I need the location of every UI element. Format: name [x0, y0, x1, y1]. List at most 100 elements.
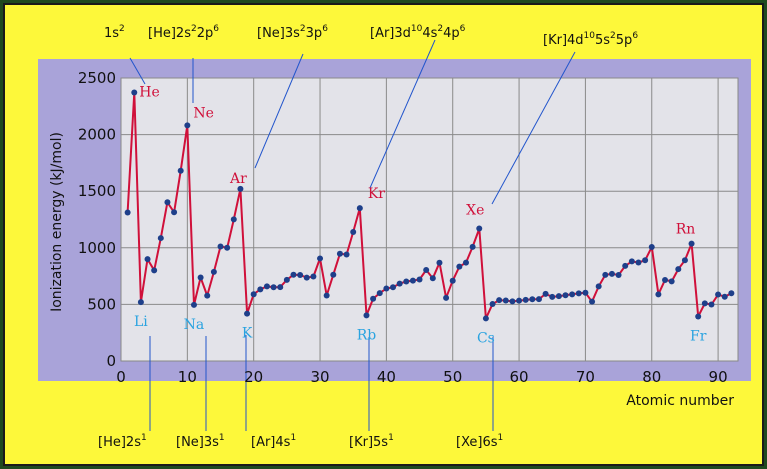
element-label-ne: Ne — [193, 105, 214, 121]
element-label-k: K — [242, 326, 253, 342]
data-point — [137, 299, 144, 306]
config-leader-line — [491, 51, 576, 205]
config-superscript: 2 — [300, 24, 306, 34]
element-label-cs: Cs — [477, 330, 495, 346]
data-point — [489, 301, 496, 308]
data-point — [277, 284, 284, 291]
data-point — [151, 267, 158, 274]
config-text: [Kr]4d — [543, 33, 584, 48]
y-tick-label: 1000 — [78, 239, 116, 257]
config-text: [He]2s — [148, 26, 191, 41]
data-point — [595, 283, 602, 290]
config-superscript: 10 — [411, 24, 423, 34]
bottom-config-label: [Xe]6s1 — [456, 433, 503, 450]
data-point — [608, 270, 615, 277]
y-tick-labels: 0 500 1000 1500 2000 2500 — [78, 69, 116, 370]
data-point — [549, 293, 556, 300]
x-tick-label: 80 — [642, 368, 661, 386]
data-point — [569, 291, 576, 298]
data-point — [250, 291, 257, 298]
top-configuration-labels: 1s2 [He]2s22p6 [Ne]3s23p6 [Ar]3d104s24p6[Kr… — [104, 24, 638, 48]
data-point — [423, 266, 430, 273]
data-point — [224, 244, 231, 251]
config-superscript: 2 — [119, 24, 125, 34]
config-text: 5p — [616, 33, 633, 48]
data-point — [482, 315, 489, 322]
data-point — [675, 266, 682, 273]
bottom-config-label: [He]2s1 — [98, 433, 147, 450]
data-point — [582, 289, 589, 296]
data-point — [376, 290, 383, 297]
element-label-xe: Xe — [466, 203, 484, 219]
data-point — [157, 235, 164, 242]
x-tick-label: 0 — [116, 368, 126, 386]
x-tick-label: 70 — [576, 368, 595, 386]
data-point — [390, 284, 397, 291]
data-point — [628, 258, 635, 265]
config-text: 4s — [422, 26, 437, 41]
y-tick-label: 1500 — [78, 182, 116, 200]
data-point — [462, 259, 469, 266]
config-leader-lines — [129, 39, 576, 431]
data-point — [662, 276, 669, 283]
x-tick-label: 10 — [178, 368, 197, 386]
data-point — [602, 271, 609, 278]
config-superscript: 1 — [498, 433, 504, 443]
data-point — [144, 256, 151, 263]
data-points — [124, 89, 735, 322]
x-axis-title: Atomic number — [626, 393, 734, 409]
config-text: 3p — [306, 26, 323, 41]
config-superscript: 10 — [584, 31, 596, 41]
element-label-rb: Rb — [357, 327, 377, 343]
config-superscript: 6 — [460, 24, 466, 34]
data-point — [336, 250, 343, 257]
config-superscript: 1 — [290, 433, 296, 443]
top-config-label: [Ne]3s23p6 — [257, 24, 328, 41]
config-superscript: 6 — [213, 24, 219, 34]
x-tick-label: 20 — [244, 368, 263, 386]
config-leader-line — [129, 57, 146, 85]
data-point — [542, 290, 549, 297]
data-point — [383, 285, 390, 292]
data-point — [317, 255, 324, 262]
data-point — [171, 209, 178, 216]
data-point — [721, 293, 728, 300]
config-leader-line — [369, 39, 436, 189]
data-point — [456, 263, 463, 270]
bottom-configuration-labels: [He]2s1 [Ne]3s1 [Ar]4s1 [Kr]5s1 [Xe]6s1 — [98, 433, 503, 450]
data-point — [190, 301, 197, 308]
data-point — [237, 185, 244, 192]
data-point — [509, 298, 516, 305]
config-superscript: 2 — [191, 24, 197, 34]
data-point — [695, 313, 702, 320]
data-point — [164, 199, 171, 206]
data-point — [363, 312, 370, 319]
data-point — [688, 240, 695, 247]
data-point — [350, 228, 357, 235]
element-label-kr: Kr — [368, 186, 385, 202]
config-text: [Ne]3s — [257, 26, 300, 41]
data-point — [469, 243, 476, 250]
config-leader-line — [254, 53, 304, 169]
data-point — [436, 259, 443, 266]
data-point — [728, 290, 735, 297]
element-label-li: Li — [134, 314, 148, 330]
data-point — [681, 257, 688, 264]
data-point — [476, 225, 483, 232]
data-point — [323, 292, 330, 299]
data-point — [396, 280, 403, 287]
bottom-config-label: [Ne]3s1 — [176, 433, 225, 450]
data-point — [124, 209, 131, 216]
data-point — [356, 205, 363, 212]
element-label-na: Na — [184, 317, 205, 333]
data-point — [701, 300, 708, 307]
config-text: 1s — [104, 26, 119, 41]
element-label-rn: Rn — [676, 222, 696, 238]
data-point — [555, 293, 562, 300]
bottom-config-label: [Kr]5s1 — [349, 433, 394, 450]
data-point — [648, 244, 655, 251]
data-point — [502, 297, 509, 304]
y-tick-label: 0 — [106, 352, 116, 370]
top-config-label: 1s2 — [104, 24, 125, 41]
